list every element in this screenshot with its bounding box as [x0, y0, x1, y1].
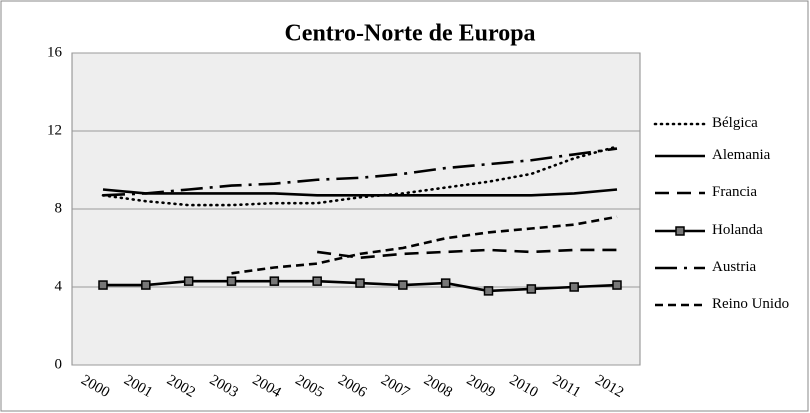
- legend-label: Austria: [712, 259, 757, 275]
- point-marker: [569, 282, 579, 292]
- series-line: [102, 147, 618, 197]
- point-marker: [98, 280, 108, 290]
- chart-title: Centro-Norte de Europa: [284, 21, 535, 47]
- y-tick-label: 12: [47, 122, 62, 138]
- point-marker: [526, 284, 537, 294]
- y-tick-label: 0: [55, 356, 63, 372]
- series-line: [101, 145, 619, 207]
- legend-label: Alemania: [712, 147, 771, 163]
- legend-marker: [675, 226, 685, 236]
- point-marker: [483, 286, 494, 296]
- point-marker: [226, 276, 237, 286]
- point-marker: [269, 276, 280, 286]
- y-tick-label: 16: [47, 44, 63, 60]
- point-marker: [612, 280, 622, 290]
- series-line: [316, 248, 617, 260]
- series-line: [231, 215, 618, 275]
- point-marker: [312, 276, 322, 286]
- point-marker: [398, 280, 408, 290]
- legend-label: Francia: [712, 184, 757, 200]
- y-tick-label: 4: [55, 278, 63, 294]
- legend-label: Reino Unido: [712, 296, 790, 312]
- legend-label: Holanda: [712, 222, 763, 238]
- point-marker: [355, 278, 365, 288]
- series-line: [102, 188, 618, 197]
- point-marker: [440, 278, 451, 288]
- legend-label: Bélgica: [712, 115, 758, 131]
- y-tick-label: 8: [55, 200, 63, 216]
- point-marker: [183, 276, 194, 286]
- point-marker: [141, 280, 151, 290]
